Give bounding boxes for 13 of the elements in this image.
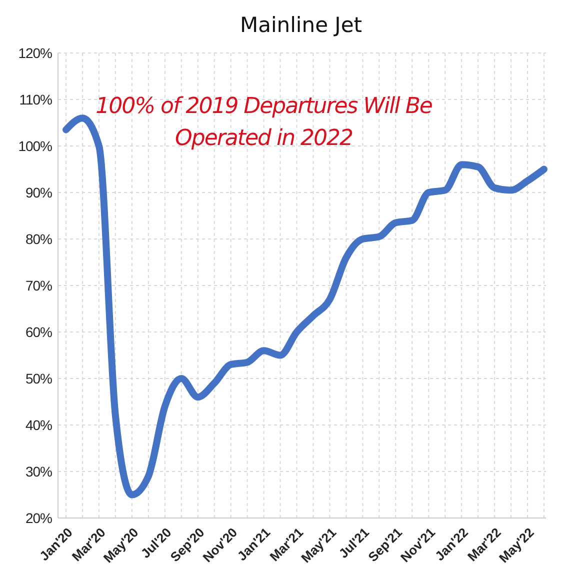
y-tick-label: 80% [25, 230, 52, 247]
y-tick-label: 90% [25, 184, 52, 200]
y-tick-label: 120% [18, 44, 52, 61]
chart-title: Mainline Jet [240, 13, 362, 37]
annotation: 100% of 2019 Departures Will Be Operated in 2022 [96, 94, 432, 151]
y-tick-label: 110% [19, 91, 52, 108]
y-tick-label: 50% [25, 370, 52, 386]
y-tick-label: 100% [18, 138, 52, 154]
y-tick-label: 40% [25, 416, 52, 433]
y-tick-label: 70% [25, 277, 52, 294]
y-tick-label: 30% [25, 463, 52, 480]
y-tick-label: 20% [25, 510, 52, 526]
y-tick-label: 60% [25, 324, 52, 340]
